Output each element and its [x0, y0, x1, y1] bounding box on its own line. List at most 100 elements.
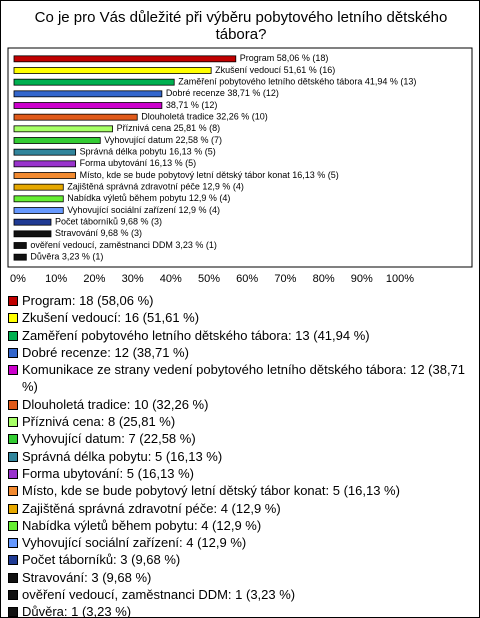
- legend-item: Stravování: 3 (9,68 %): [8, 569, 470, 586]
- bar: [13, 78, 175, 86]
- legend-label: Program: 18 (58,06 %): [22, 293, 154, 308]
- legend-item: Nabídka výletů během pobytu: 4 (12,9 %): [8, 517, 470, 534]
- x-tick-label: 0%: [10, 273, 26, 285]
- legend-label: Vyhovující datum: 7 (22,58 %): [22, 431, 196, 447]
- x-tick-label: 100%: [386, 273, 414, 285]
- legend-swatch: [8, 555, 18, 566]
- data-label: Zajištěná správná zdravotní péče 12,9 % …: [67, 182, 244, 192]
- bar: [13, 230, 52, 238]
- x-tick-label: 40%: [160, 273, 182, 285]
- legend-swatch: [8, 468, 18, 479]
- legend-swatch: [8, 417, 18, 428]
- data-label: Forma ubytování 16,13 % (5): [80, 158, 197, 168]
- x-tick-label: 20%: [83, 273, 105, 285]
- legend-swatch: [8, 347, 18, 358]
- data-label: Zkušení vedoucí 51,61 % (16): [215, 65, 335, 75]
- data-label: Nabídka výletů během pobytu 12,9 % (4): [67, 193, 230, 203]
- bar: [13, 55, 237, 63]
- legend-label: Vyhovující sociální zařízení: 4 (12,9 %): [22, 535, 247, 551]
- data-label: Dlouholetá tradice 32,26 % (10): [141, 112, 268, 122]
- legend-swatch: [8, 520, 18, 531]
- x-tick-label: 90%: [351, 273, 373, 285]
- data-label: Zaměření pobytového letního dětského táb…: [178, 77, 416, 87]
- legend-label: Příznivá cena: 8 (25,81 %): [22, 414, 176, 430]
- data-label: 38,71 % (12): [166, 100, 218, 110]
- x-tick-label: 10%: [45, 273, 67, 285]
- legend-item: Vyhovující sociální zařízení: 4 (12,9 %): [8, 534, 470, 551]
- legend-label: Místo, kde se bude pobytový letní dětský…: [22, 483, 400, 499]
- legend-swatch: [8, 538, 18, 549]
- legend-swatch: [8, 572, 18, 583]
- legend-item: Zajištěná správná zdravotní péče: 4 (12,…: [8, 500, 470, 517]
- x-tick-label: 50%: [198, 273, 220, 285]
- legend-item: ověření vedoucí, zaměstnanci DDM: 1 (3,2…: [8, 586, 470, 603]
- bar: [13, 242, 27, 249]
- bar: [13, 90, 163, 98]
- legend-label: Zajištěná správná zdravotní péče: 4 (12,…: [22, 500, 281, 516]
- legend-item: Příznivá cena: 8 (25,81 %): [8, 413, 470, 430]
- legend-label: Komunikace ze strany vedení pobytového l…: [22, 362, 466, 395]
- legend-label: ověření vedoucí, zaměstnanci DDM: 1 (3,2…: [22, 587, 296, 603]
- legend-item: Program: 18 (58,06 %): [8, 292, 470, 309]
- legend-swatch: [8, 590, 18, 601]
- data-label: Stravování 9,68 % (3): [55, 228, 142, 238]
- legend-item: Správná délka pobytu: 5 (16,13 %): [8, 448, 470, 465]
- legend-swatch: [8, 503, 18, 514]
- x-tick-label: 30%: [122, 273, 144, 285]
- bar: [13, 218, 52, 226]
- bar: [13, 113, 138, 121]
- bar: [13, 207, 64, 214]
- legend-item: Místo, kde se bude pobytový letní dětský…: [8, 482, 470, 499]
- bar: [13, 172, 77, 179]
- x-tick-label: 80%: [313, 273, 335, 285]
- bar: [13, 160, 77, 168]
- legend-swatch: [8, 607, 18, 617]
- bar: [13, 253, 27, 261]
- x-tick-label: 70%: [274, 273, 296, 285]
- data-label: Počet táborníků 9,68 % (3): [55, 217, 162, 227]
- data-label: Program 58,06 % (18): [240, 53, 329, 63]
- legend-label: Počet táborníků: 3 (9,68 %): [22, 552, 181, 568]
- data-label: Příznivá cena 25,81 % (8): [117, 123, 221, 133]
- chart-title: Co je pro Vás důležité při výběru pobyto…: [34, 9, 448, 43]
- legend-item: Zkušení vedoucí: 16 (51,61 %): [8, 309, 470, 326]
- legend-swatch: [8, 434, 18, 445]
- data-label: Místo, kde se bude pobytový letní dětský…: [80, 170, 339, 180]
- legend-label: Zkušení vedoucí: 16 (51,61 %): [22, 310, 200, 326]
- legend-item: Dobré recenze: 12 (38,71 %): [8, 344, 470, 361]
- legend-swatch: [8, 313, 18, 324]
- bar: [13, 137, 101, 144]
- legend-item: Dlouholetá tradice: 10 (32,26 %): [8, 396, 470, 413]
- legend-swatch: [8, 486, 18, 497]
- legend-item: Počet táborníků: 3 (9,68 %): [8, 551, 470, 568]
- plot: 0% 10% 20% 30% 40% 50% 60% 70% 80% 90% 100% Program…: [7, 47, 473, 285]
- legend-item: Zaměření pobytového letního dětského táb…: [8, 327, 470, 344]
- data-label: ověření vedoucí, zaměstnanci DDM 3,23 % …: [30, 240, 217, 250]
- legend-label: Dlouholetá tradice: 10 (32,26 %): [22, 396, 209, 412]
- legend-label: Dobré recenze: 12 (38,71 %): [22, 344, 189, 360]
- legend-label: Zaměření pobytového letního dětského táb…: [22, 327, 370, 343]
- legend-label: Stravování: 3 (9,68 %): [22, 569, 152, 585]
- legend-swatch: [8, 330, 18, 341]
- legend-item: Vyhovující datum: 7 (22,58 %): [8, 430, 470, 447]
- data-label: Důvěra 3,23 % (1): [30, 252, 103, 262]
- bar: [13, 125, 113, 133]
- legend-label: Forma ubytování: 5 (16,13 %): [22, 465, 194, 481]
- legend-swatch: [8, 399, 18, 410]
- data-label: Dobré recenze 38,71 % (12): [166, 88, 279, 98]
- data-label: Vyhovující sociální zařízení 12,9 % (4): [67, 205, 220, 215]
- bar: [13, 148, 77, 156]
- legend-swatch: [8, 296, 18, 306]
- bar: [13, 183, 64, 191]
- bar: [13, 195, 64, 203]
- legend-label: Důvěra: 1 (3,23 %): [22, 604, 132, 618]
- data-label: Správná délka pobytu 16,13 % (5): [80, 147, 216, 157]
- bar: [13, 102, 163, 109]
- legend-label: Nabídka výletů během pobytu: 4 (12,9 %): [22, 517, 262, 533]
- legend-item: Forma ubytování: 5 (16,13 %): [8, 465, 470, 482]
- legend-item: Důvěra: 1 (3,23 %): [8, 603, 470, 618]
- legend-swatch: [8, 451, 18, 462]
- plot-frame: [7, 47, 473, 268]
- data-label: Vyhovující datum 22,58 % (7): [104, 135, 222, 145]
